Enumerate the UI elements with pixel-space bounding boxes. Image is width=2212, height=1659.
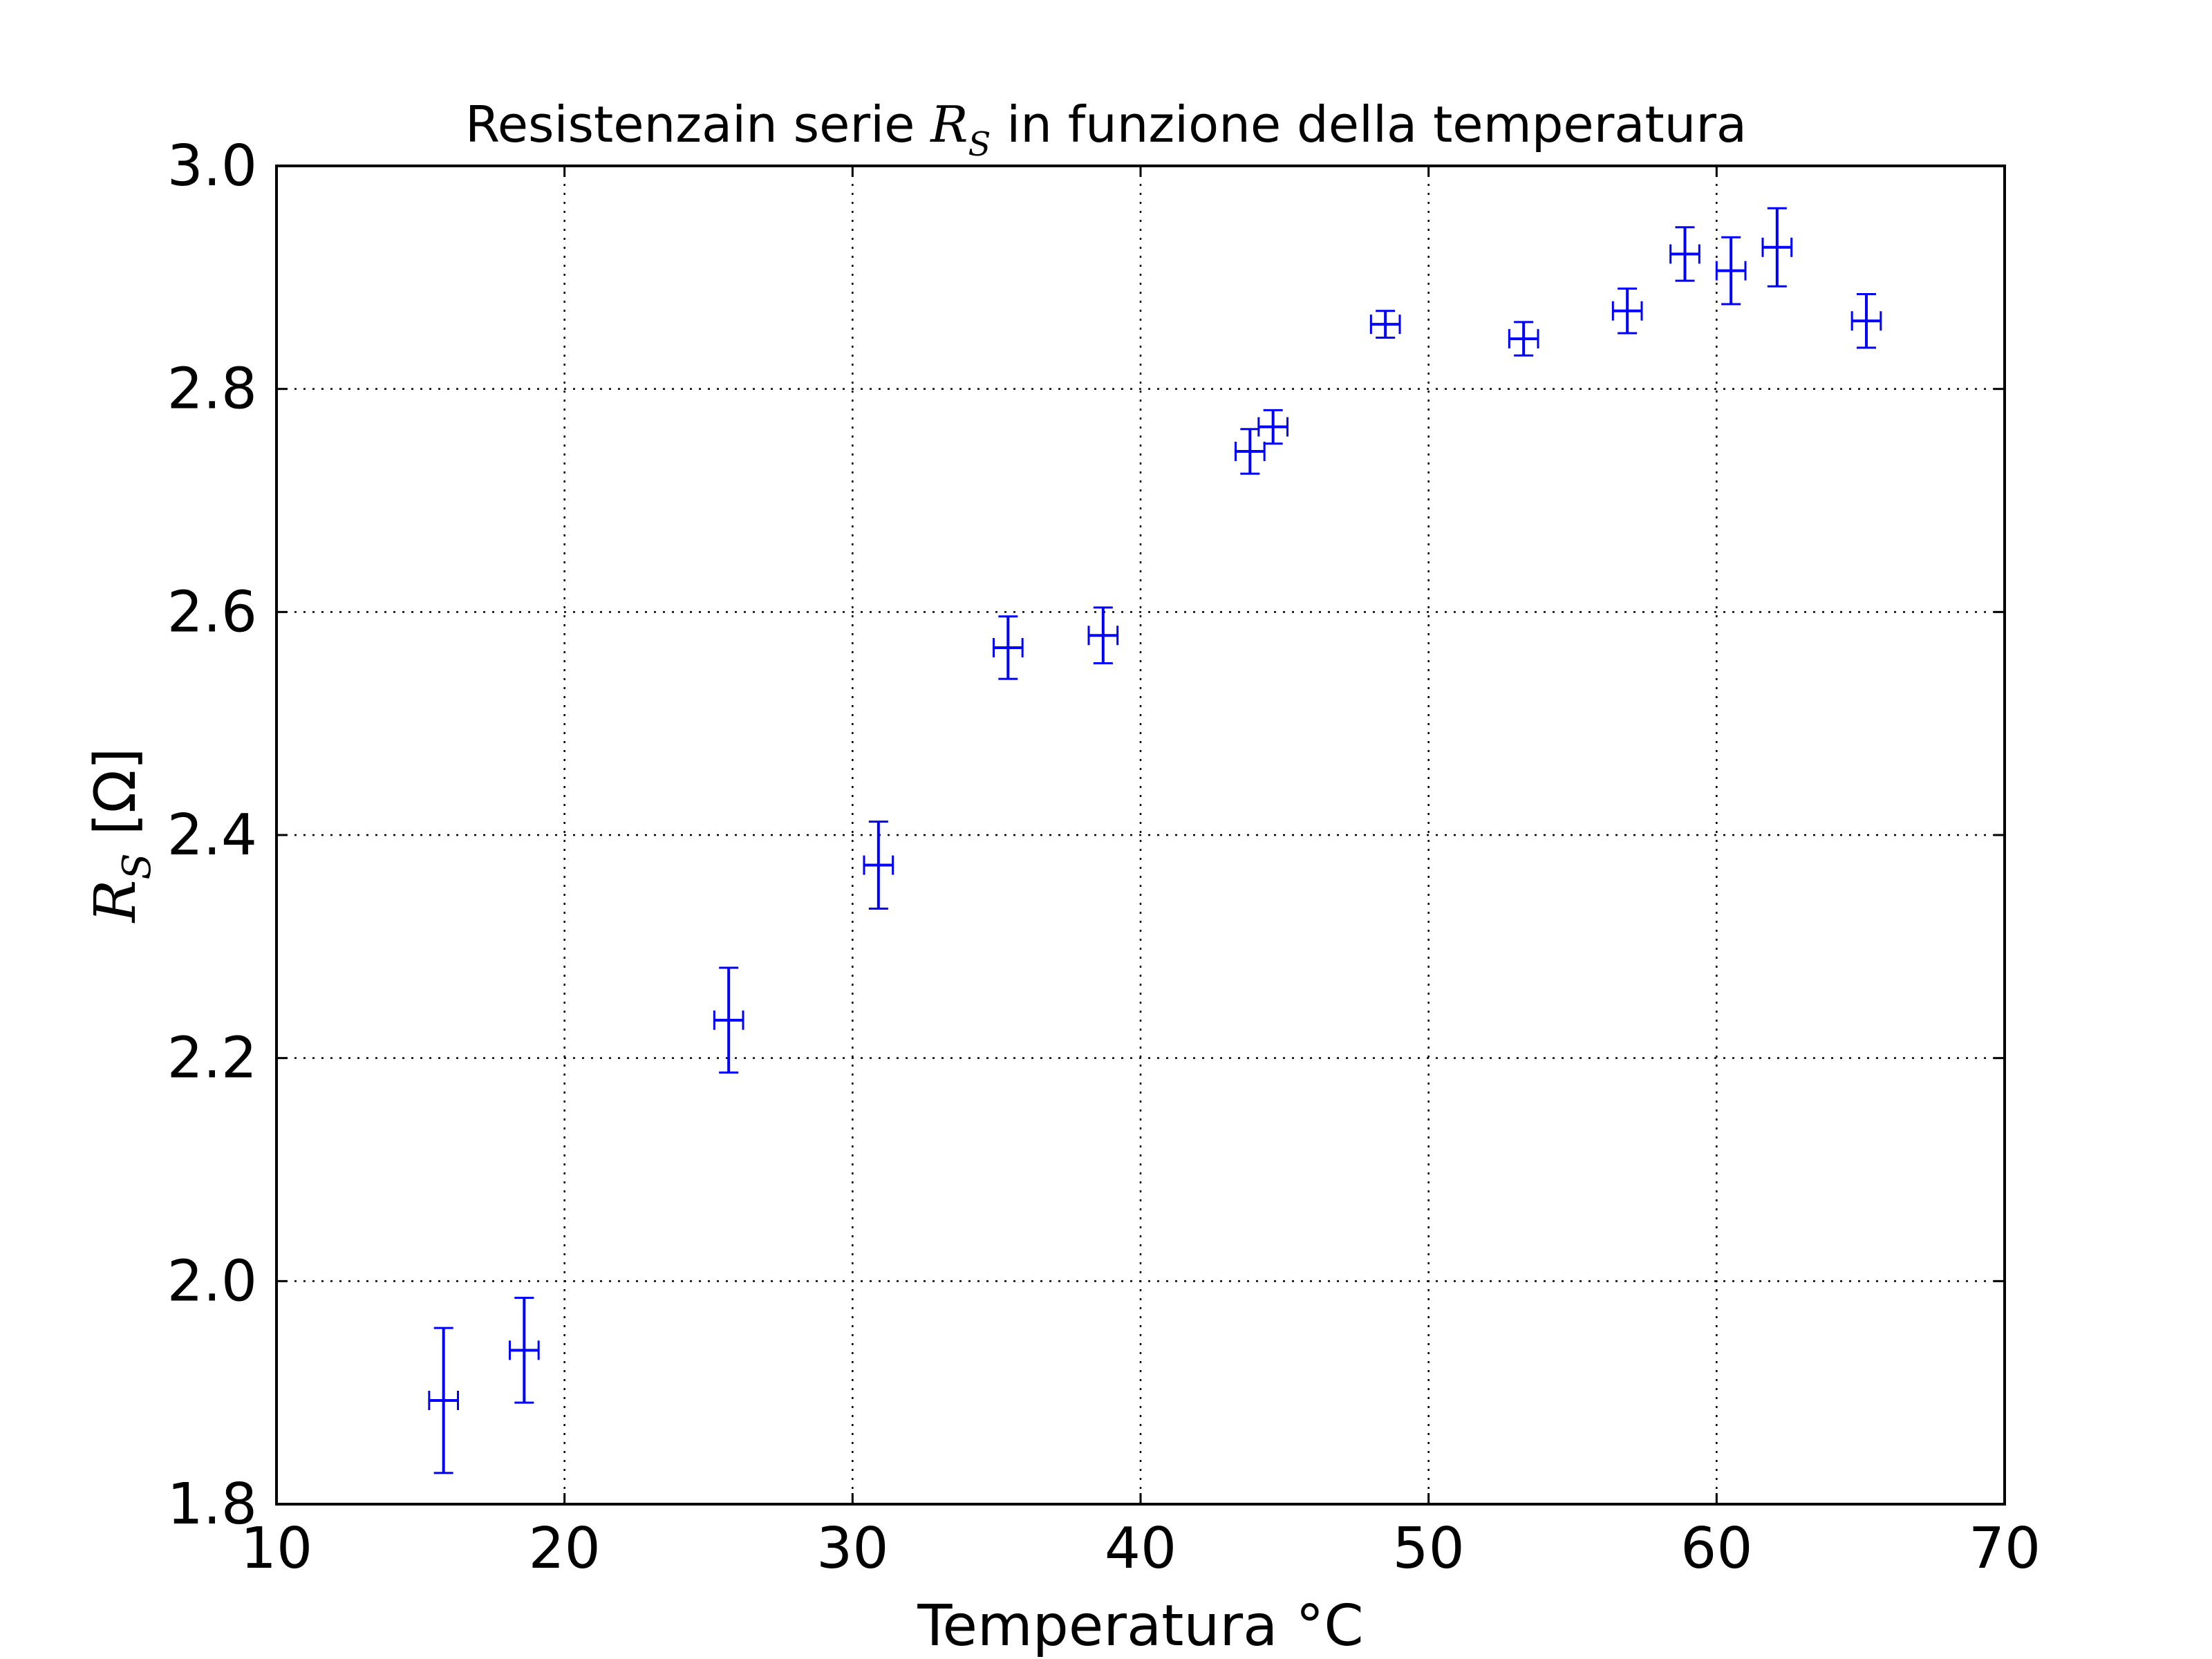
data-point <box>1611 287 1643 335</box>
data-point <box>1508 321 1539 357</box>
data-point <box>863 821 894 910</box>
data-series <box>428 207 1882 1474</box>
data-point <box>1235 428 1266 475</box>
x-axis-label: Temperatura °C <box>917 1593 1363 1659</box>
data-point <box>1715 236 1747 306</box>
x-tick-label: 50 <box>1392 1516 1464 1582</box>
y-tick-labels: 1.8 2.0 2.2 2.4 2.6 2.8 3.0 <box>167 133 257 1537</box>
grid <box>276 166 2005 1504</box>
data-point <box>1369 310 1401 339</box>
x-tick-label: 40 <box>1105 1516 1177 1582</box>
data-point <box>1257 409 1288 445</box>
data-point <box>1087 606 1119 665</box>
data-point <box>509 1297 540 1404</box>
data-point <box>1761 207 1793 288</box>
y-tick-label: 3.0 <box>167 133 257 199</box>
x-tick-label: 10 <box>241 1516 312 1582</box>
x-tick-label: 70 <box>1969 1516 2041 1582</box>
y-tick-label: 2.0 <box>167 1248 257 1314</box>
y-tick-label: 2.4 <box>167 803 257 868</box>
data-point <box>1850 293 1882 349</box>
y-tick-label: 2.8 <box>167 357 257 422</box>
y-axis-label: RS [Ω] <box>83 748 160 924</box>
x-tick-labels: 10 20 30 40 50 60 70 <box>241 1516 2041 1582</box>
y-tick-label: 1.8 <box>167 1472 257 1537</box>
chart-title: Resistenzain serie RS in funzione della … <box>465 95 1747 164</box>
data-point <box>713 966 744 1074</box>
x-tick-label: 20 <box>528 1516 600 1582</box>
data-point <box>1669 226 1700 282</box>
data-point <box>428 1327 459 1474</box>
y-tick-label: 2.6 <box>167 579 257 645</box>
plot-frame <box>275 165 2006 1506</box>
x-tick-label: 30 <box>816 1516 888 1582</box>
y-tick-label: 2.2 <box>167 1026 257 1091</box>
data-point <box>993 615 1024 680</box>
x-tick-label: 60 <box>1680 1516 1752 1582</box>
